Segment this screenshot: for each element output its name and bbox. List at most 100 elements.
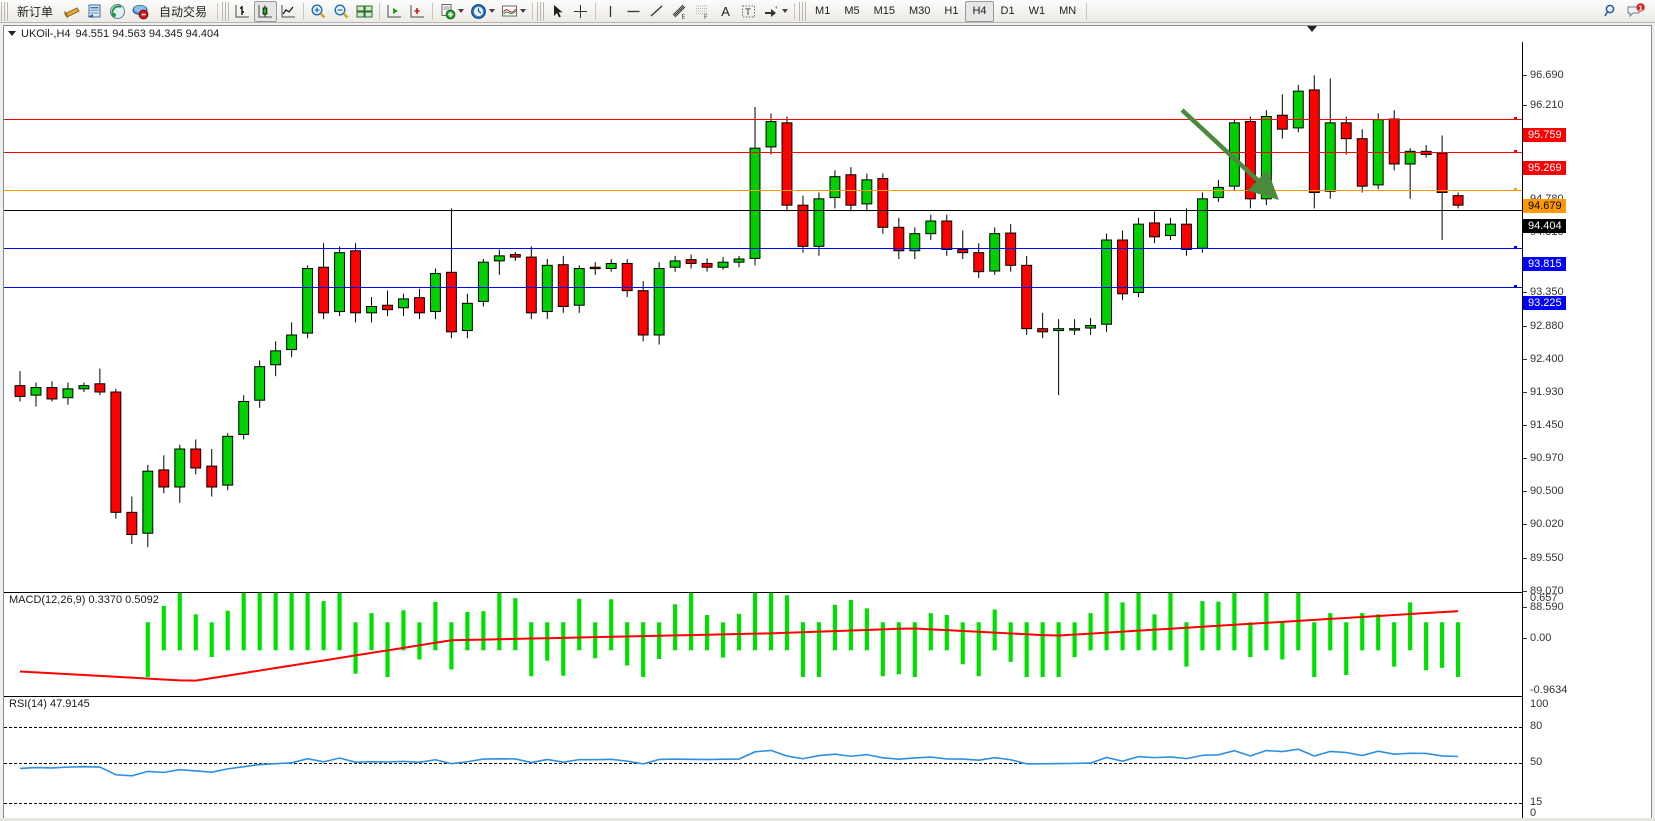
auto-scroll-icon[interactable] [406,1,429,22]
horizontal-line-icon[interactable] [622,1,645,22]
toolbar-separator-6 [595,2,597,20]
pivot-line[interactable] [4,190,1522,191]
support-2-anchor[interactable] [1513,284,1518,289]
resistance-2-tag[interactable]: 95.269 [1523,161,1566,175]
chart-window[interactable]: UKOil-,H4 94.551 94.563 94.345 94.404 [3,25,1652,819]
tile-windows-icon[interactable] [353,1,376,22]
time-scale[interactable]: 17 Oct 202218 Oct 08:0019 Oct 00:0019 Oc… [4,804,1522,818]
price-scale[interactable]: 96.69096.21095.73095.25094.78094.31093.3… [1522,42,1651,819]
trendline-icon[interactable] [645,1,668,22]
tf-w1[interactable]: W1 [1022,1,1053,22]
toolbar-grip-2[interactable] [222,1,230,21]
support-1-line[interactable] [4,248,1522,249]
gold-bar-icon[interactable] [60,1,83,22]
tf-m15[interactable]: M15 [867,1,902,22]
price-tick [1523,591,1527,592]
chart-shift-icon[interactable] [383,1,406,22]
tf-m5-label: M5 [844,5,860,17]
line-chart-icon[interactable] [277,1,300,22]
gold-bar-glyph [63,3,80,20]
price-tick [1523,458,1527,459]
tf-m30[interactable]: M30 [902,1,937,22]
tf-d1[interactable]: D1 [994,1,1022,22]
rsi-level-15 [4,803,1522,804]
resistance-1-tag[interactable]: 95.759 [1523,128,1566,142]
window-collapse-caret-icon[interactable] [1307,26,1317,32]
text-icon[interactable]: A [714,1,737,22]
cursor-arrow-icon[interactable] [546,1,569,22]
tf-m1[interactable]: M1 [808,1,837,22]
toolbar-grip-4[interactable] [799,1,807,21]
tf-d1-label: D1 [1000,5,1015,17]
tf-h4[interactable]: H4 [965,0,994,22]
terminal-icon[interactable] [83,1,106,22]
signal-glyph [109,3,126,20]
support-1-anchor[interactable] [1513,245,1518,250]
price-pane[interactable] [4,42,1522,590]
price-tick [1523,558,1527,559]
chat-bubble-icon[interactable]: 1 [1623,1,1649,22]
magnifier-glyph [1603,3,1620,20]
svg-text:F: F [704,14,708,20]
zoom-out-icon[interactable] [330,1,353,22]
last-price-line[interactable] [4,210,1522,211]
pivot-anchor[interactable] [1513,187,1518,192]
new-order-button[interactable]: 新订单 [10,1,60,22]
fibonacci-retracement-icon[interactable]: F [691,1,714,22]
pivot-tag[interactable]: 94.679 [1523,199,1566,213]
resistance-2-line[interactable] [4,152,1522,153]
chevron-down-icon-4[interactable] [782,9,789,13]
macd-scale-label: 0.657 [1530,592,1558,604]
auto-scroll-glyph [409,3,426,20]
chevron-down-icon-2[interactable] [489,9,496,13]
support-2-tag[interactable]: 93.225 [1523,296,1566,310]
strategy-tester-icon[interactable] [129,1,152,22]
price-tick-label: 92.880 [1530,320,1564,332]
tf-h1[interactable]: H1 [937,1,965,22]
tf-mn[interactable]: MN [1052,1,1083,22]
rsi-pane[interactable]: RSI(14) 47.9145 [4,696,1522,818]
zoom-in-icon[interactable] [307,1,330,22]
rsi-scale-label: 0 [1530,807,1537,819]
support-2-line[interactable] [4,287,1522,288]
tf-m1-label: M1 [815,5,831,17]
clock-icon[interactable] [467,1,498,22]
vertical-line-icon[interactable] [599,1,622,22]
arrows-icon[interactable] [760,1,791,22]
toolbar-separator-3 [379,2,381,20]
equidistant-channel-icon[interactable]: E [668,1,691,22]
resistance-1-line[interactable] [4,119,1522,120]
tf-m30-label: M30 [909,5,931,17]
toolbar-grip-3[interactable] [537,1,545,21]
tf-m5[interactable]: M5 [837,1,866,22]
template-icon[interactable] [498,1,529,22]
chart-menu-caret-icon[interactable] [8,31,16,36]
toolbar-separator [217,2,219,20]
autotrading-button[interactable]: 自动交易 [152,1,214,22]
chevron-down-icon-3[interactable] [520,9,527,13]
chart-header: UKOil-,H4 94.551 94.563 94.345 94.404 [4,26,1651,41]
tile-windows-glyph [356,3,373,20]
candlestick-chart-icon[interactable] [254,0,278,22]
add-indicator-icon[interactable] [436,1,467,22]
support-1-tag[interactable]: 93.815 [1523,257,1566,271]
terminal-glyph [86,3,103,20]
resistance-1-anchor[interactable] [1513,116,1518,121]
magnifier-icon[interactable] [1600,1,1623,22]
rsi-level-80 [4,727,1522,728]
chevron-down-icon[interactable] [458,9,465,13]
signal-icon[interactable] [106,1,129,22]
macd-pane[interactable]: MACD(12,26,9) 0.3370 0.5092 [4,592,1522,695]
horizontal-scrollbar[interactable] [0,818,1655,821]
last-price-tag[interactable]: 94.404 [1523,219,1566,233]
crosshair-icon[interactable] [569,1,592,22]
tf-m15-label: M15 [873,5,895,17]
text-label-icon[interactable]: T [737,1,760,22]
price-tick-label: 89.070 [1530,585,1564,597]
resistance-2-anchor[interactable] [1513,149,1518,154]
toolbar-grip[interactable] [1,1,8,21]
new-order-label: 新订单 [17,4,54,19]
clock-glyph [470,3,487,20]
bar-chart-icon[interactable] [231,1,254,22]
